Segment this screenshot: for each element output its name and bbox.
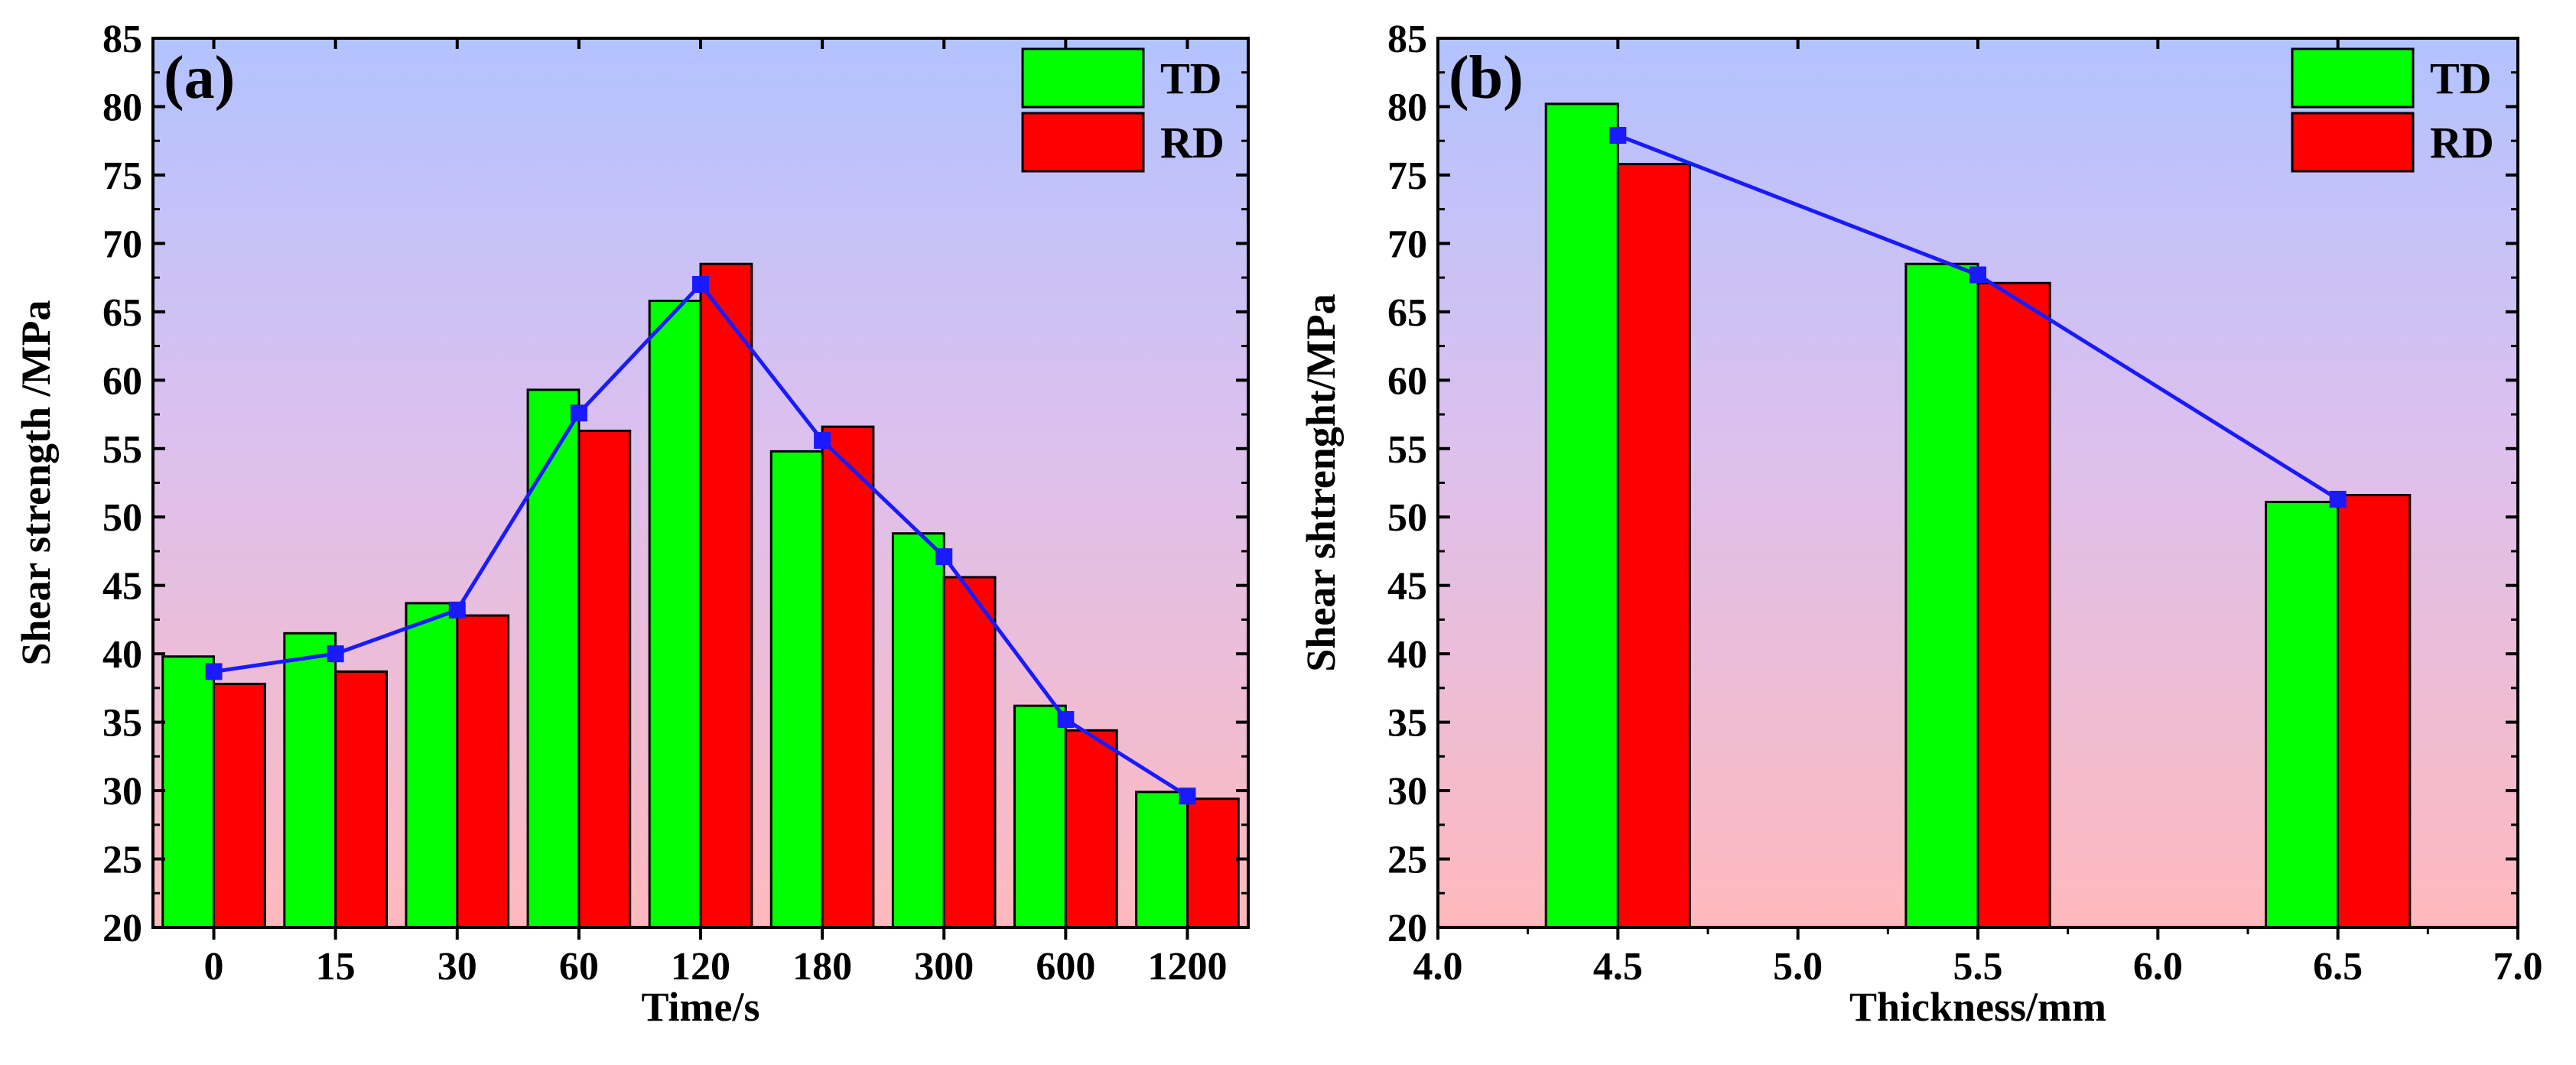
chart-a-ytick-label: 45 bbox=[102, 565, 142, 609]
chart-a-xtick-label: 30 bbox=[437, 945, 477, 989]
chart-b-legend-swatch-td bbox=[2291, 47, 2415, 109]
chart-a-legend-swatch-rd bbox=[1021, 112, 1145, 173]
chart-a-ytick-label: 80 bbox=[102, 86, 142, 129]
chart-b-xtick-label: 5.5 bbox=[1953, 945, 2003, 989]
chart-a-ytick-label: 25 bbox=[102, 839, 142, 882]
chart-a-legend-swatch-td bbox=[1021, 47, 1145, 109]
chart-b-ytick-label: 70 bbox=[1387, 222, 1427, 266]
chart-a-avg-marker-6 bbox=[935, 548, 953, 566]
chart-b-bar-rd-0 bbox=[1616, 163, 1691, 929]
chart-a-xtick-label: 1200 bbox=[1147, 945, 1227, 989]
chart-a-xtick-label: 60 bbox=[559, 945, 599, 989]
chart-a-avg-marker-0 bbox=[205, 663, 223, 680]
chart-b-ytick-label: 20 bbox=[1387, 907, 1427, 950]
chart-a-bar-rd-4 bbox=[699, 262, 753, 929]
chart-a-xtick-label: 0 bbox=[204, 945, 224, 989]
chart-b-ytick-label: 75 bbox=[1387, 154, 1427, 198]
chart-b-bar-rd-1 bbox=[1976, 281, 2051, 929]
chart-b-avg-marker-2 bbox=[2329, 490, 2347, 508]
chart-a-bar-rd-6 bbox=[942, 576, 997, 929]
chart-a-bar-td-1 bbox=[283, 632, 337, 929]
chart-b-xlabel: Thickness/mm bbox=[1849, 984, 2106, 1030]
chart-a-bar-rd-2 bbox=[456, 614, 510, 929]
chart-b-avg-marker-1 bbox=[1969, 266, 1986, 284]
chart-a-avg-marker-3 bbox=[570, 404, 587, 422]
chart-a-bar-td-4 bbox=[648, 300, 702, 929]
chart-a-legend-label-td: TD bbox=[1160, 54, 1222, 103]
chart-b-ytick-label: 40 bbox=[1387, 633, 1427, 677]
chart-a-ytick-label: 40 bbox=[102, 633, 142, 677]
chart-b-ylabel: Shear shtrenght/MPa bbox=[1298, 294, 1344, 672]
chart-b-ytick-label: 35 bbox=[1387, 702, 1427, 745]
chart-a: 20 25 30 35 40 45 50 55 60 65 70 75 80 85 0 15 30 60 120 18… bbox=[13, 18, 1250, 1030]
chart-b-xtick-label: 5.0 bbox=[1773, 945, 1823, 989]
chart-a-bar-rd-8 bbox=[1186, 797, 1240, 929]
chart-b-ytick-label: 80 bbox=[1387, 86, 1427, 129]
chart-b-xtick-label: 6.0 bbox=[2133, 945, 2183, 989]
chart-a-panel-label: (a) bbox=[164, 44, 235, 112]
chart-b-ytick-label: 50 bbox=[1387, 496, 1427, 540]
chart-b-legend-label-rd: RD bbox=[2430, 118, 2494, 167]
chart-b-bar-td-2 bbox=[2265, 501, 2340, 929]
chart-b-bar-td-0 bbox=[1544, 102, 1619, 929]
chart-b-legend-label-td: TD bbox=[2430, 54, 2492, 103]
chart-a-ytick-label: 85 bbox=[102, 18, 142, 61]
chart-a-bar-td-3 bbox=[526, 388, 581, 929]
chart-b-ytick-label: 25 bbox=[1387, 839, 1427, 882]
chart-a-bar-td-6 bbox=[891, 532, 945, 929]
chart-a-ytick-label: 50 bbox=[102, 496, 142, 540]
chart-b-avg-marker-0 bbox=[1609, 127, 1627, 144]
chart-a-bar-rd-0 bbox=[213, 683, 266, 929]
chart-a-avg-marker-1 bbox=[327, 645, 344, 663]
chart-a-bar-td-7 bbox=[1013, 704, 1067, 929]
chart-a-ytick-label: 55 bbox=[102, 428, 142, 472]
chart-a-legend-label-rd: RD bbox=[1160, 118, 1225, 167]
chart-b-xtick-label: 7.0 bbox=[2493, 945, 2543, 989]
chart-b-xtick-label: 4.5 bbox=[1593, 945, 1643, 989]
chart-b-ytick-label: 30 bbox=[1387, 770, 1427, 813]
chart-a-ytick-label: 20 bbox=[102, 907, 142, 950]
chart-a-xtick-label: 300 bbox=[914, 945, 974, 989]
chart-b-ytick-label: 45 bbox=[1387, 565, 1427, 609]
chart-a-xtick-label: 600 bbox=[1036, 945, 1095, 989]
chart-a-bar-rd-3 bbox=[577, 430, 632, 929]
chart-a-xlabel: Time/s bbox=[641, 984, 759, 1030]
chart-b-ytick-label: 55 bbox=[1387, 428, 1427, 472]
chart-a-avg-marker-2 bbox=[448, 601, 466, 619]
chart-a-bar-rd-7 bbox=[1064, 729, 1118, 929]
chart-a-xtick-label: 120 bbox=[671, 945, 730, 989]
chart-a-ytick-label: 75 bbox=[102, 154, 142, 198]
chart-a-bar-td-0 bbox=[161, 655, 216, 929]
chart-b-xtick-label: 6.5 bbox=[2313, 945, 2363, 989]
chart-a-bar-rd-1 bbox=[334, 670, 388, 929]
chart-a-bar-td-5 bbox=[769, 450, 824, 929]
chart-b-xtick-label: 4.0 bbox=[1413, 945, 1463, 989]
chart-a-bar-td-2 bbox=[405, 602, 459, 929]
chart-b-ytick-label: 60 bbox=[1387, 359, 1427, 403]
chart-a-avg-marker-7 bbox=[1057, 711, 1075, 729]
chart-a-avg-marker-4 bbox=[692, 276, 709, 294]
chart-a-bar-td-8 bbox=[1135, 791, 1189, 929]
chart-b-legend-swatch-rd bbox=[2291, 112, 2415, 173]
chart-b: 20 25 30 35 40 45 50 55 60 65 70 75 80 85 4.0 4.5 5.0 5.5… bbox=[1298, 18, 2543, 1030]
chart-a-xtick-label: 15 bbox=[316, 945, 356, 989]
chart-a-ytick-label: 60 bbox=[102, 359, 142, 403]
chart-a-xtick-label: 180 bbox=[792, 945, 852, 989]
chart-b-ytick-label: 85 bbox=[1387, 18, 1427, 61]
chart-b-bar-td-1 bbox=[1904, 262, 1979, 929]
chart-a-ytick-label: 70 bbox=[102, 222, 142, 266]
chart-a-avg-marker-5 bbox=[814, 432, 831, 450]
chart-a-ytick-label: 65 bbox=[102, 291, 142, 335]
chart-a-avg-marker-8 bbox=[1179, 787, 1196, 805]
chart-a-ytick-label: 30 bbox=[102, 770, 142, 813]
chart-b-ytick-label: 65 bbox=[1387, 291, 1427, 335]
chart-a-bar-rd-5 bbox=[821, 425, 875, 929]
chart-b-bar-rd-2 bbox=[2337, 494, 2412, 929]
chart-a-ytick-label: 35 bbox=[102, 702, 142, 745]
chart-b-panel-label: (b) bbox=[1449, 44, 1524, 112]
chart-a-ylabel: Shear strength /MPa bbox=[13, 300, 59, 666]
